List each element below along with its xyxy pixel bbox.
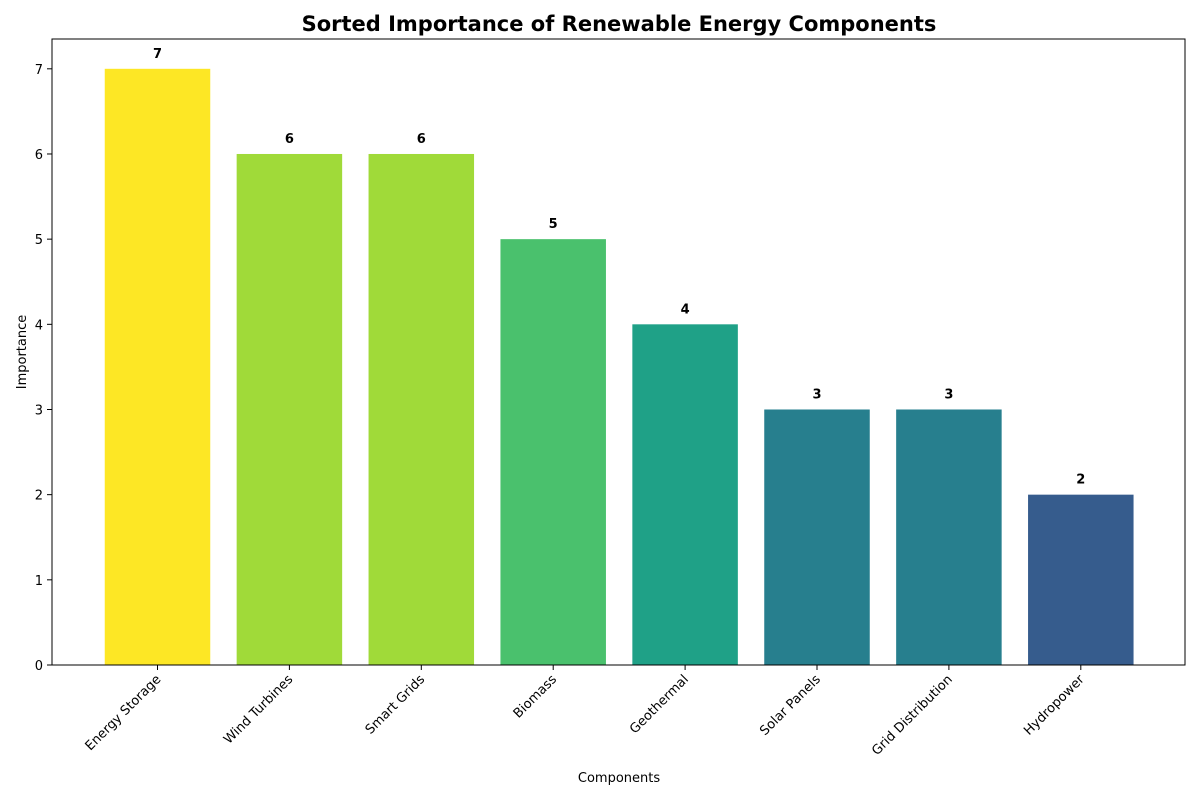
x-axis: Energy Storage Wind Turbines Smart Grids Bi… <box>83 665 1088 759</box>
bar-wind-turbines <box>236 153 343 665</box>
data-label: 4 <box>681 302 690 317</box>
x-tick-label: Hydropower <box>1021 672 1088 739</box>
bar-solar-panels <box>764 409 870 665</box>
y-tick-label: 7 <box>35 63 43 78</box>
bar-grid-distribution <box>896 409 1002 665</box>
y-tick-label: 6 <box>35 148 43 163</box>
y-tick-label: 4 <box>35 318 43 333</box>
chart-title: Sorted Importance of Renewable Energy Co… <box>302 12 937 36</box>
x-axis-label: Components <box>578 771 660 786</box>
data-label: 3 <box>812 387 821 402</box>
y-axis: 0 1 2 3 4 5 6 7 <box>35 63 52 674</box>
x-tick-label: Wind Turbines <box>221 672 296 747</box>
data-label: 6 <box>285 132 294 147</box>
plot-frame <box>51 38 1186 666</box>
data-label: 6 <box>417 132 426 147</box>
x-tick-label: Geothermal <box>627 672 692 737</box>
x-tick-label: Grid Distribution <box>869 672 955 758</box>
x-tick-label: Solar Panels <box>757 672 824 739</box>
bar-hydropower <box>1028 494 1134 665</box>
bar-energy-storage <box>104 68 211 666</box>
bars-layer <box>104 68 1134 666</box>
y-tick-label: 5 <box>35 233 43 248</box>
data-labels-layer: 7 6 6 5 4 3 3 2 <box>153 47 1085 488</box>
x-tick-label: Biomass <box>511 672 560 721</box>
data-label: 5 <box>549 217 558 232</box>
y-axis-label: Importance <box>15 315 30 390</box>
data-label: 2 <box>1076 473 1085 488</box>
data-label: 7 <box>153 47 162 62</box>
y-tick-label: 3 <box>35 403 43 418</box>
y-tick-label: 1 <box>35 574 43 589</box>
y-tick-label: 0 <box>35 659 43 674</box>
bar-smart-grids <box>368 153 475 665</box>
data-label: 3 <box>944 387 953 402</box>
x-tick-label: Smart Grids <box>363 672 429 738</box>
bar-geothermal <box>632 324 738 665</box>
x-tick-label: Energy Storage <box>83 672 165 754</box>
bar-biomass <box>500 239 606 665</box>
y-tick-label: 2 <box>35 489 43 504</box>
